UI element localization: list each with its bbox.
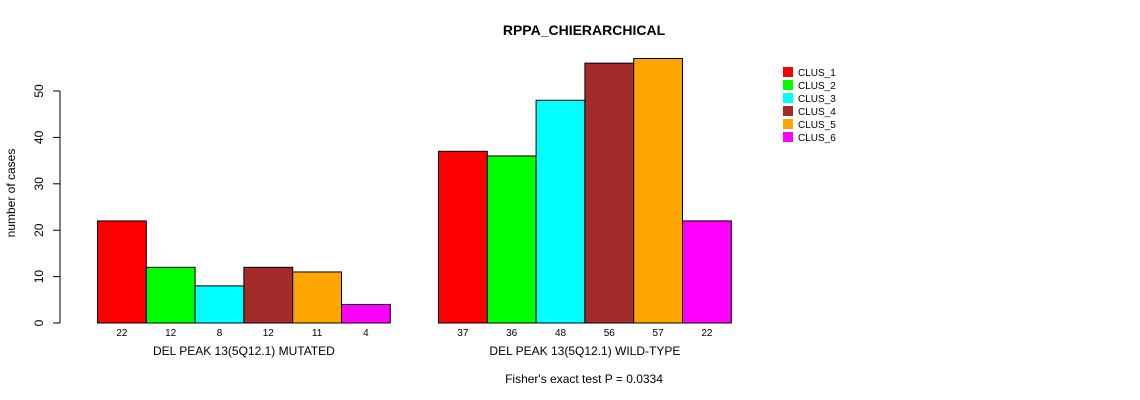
bars <box>97 58 732 324</box>
bar-clus-5 <box>292 271 343 324</box>
y-tick-label: 0 <box>32 319 46 326</box>
bar-clus-3 <box>194 285 245 324</box>
bar-clus-3 <box>535 99 586 324</box>
bar-count-label: 8 <box>217 328 223 339</box>
bar-clus-1 <box>438 150 488 324</box>
group-label: DEL PEAK 13(5Q12.1) WILD-TYPE <box>489 344 680 358</box>
bar-clus-2 <box>145 266 196 324</box>
legend-swatch <box>783 132 793 142</box>
legend-swatch <box>783 106 793 116</box>
legend-label: CLUS_2 <box>798 81 836 92</box>
legend-label: CLUS_4 <box>798 107 836 118</box>
legend: CLUS_1 CLUS_2 CLUS_3 CLUS_4 CLUS_5 CLUS_6 <box>783 67 836 144</box>
bar-count-label: 12 <box>263 328 275 339</box>
y-tick-label: 40 <box>32 130 46 144</box>
bar-clus-6 <box>682 220 732 324</box>
y-tick-label: 50 <box>32 84 46 98</box>
y-axis-label: number of cases <box>4 149 18 238</box>
y-tick-label: 10 <box>32 270 46 284</box>
bar-count-label: 11 <box>312 328 323 339</box>
bar-count-label: 22 <box>116 328 128 339</box>
legend-label: CLUS_5 <box>798 120 836 131</box>
bar-count-label: 57 <box>653 328 665 339</box>
bar-count-label: 22 <box>701 328 713 339</box>
bar-clus-5 <box>633 58 684 324</box>
group-label: DEL PEAK 13(5Q12.1) MUTATED <box>153 344 335 358</box>
bar-clus-6 <box>341 303 391 324</box>
y-tick-label: 30 <box>32 177 46 191</box>
y-tick-label: 20 <box>32 223 46 237</box>
legend-label: CLUS_3 <box>798 94 836 105</box>
bar-count-label: 36 <box>506 328 518 339</box>
bar-clus-4 <box>584 62 635 324</box>
legend-label: CLUS_6 <box>798 133 836 144</box>
bar-count-label: 48 <box>555 328 567 339</box>
legend-swatch <box>783 93 793 103</box>
bar-count-label: 4 <box>363 328 369 339</box>
bar-clus-4 <box>243 266 294 324</box>
legend-label: CLUS_1 <box>798 68 836 79</box>
legend-swatch <box>783 119 793 129</box>
group-labels: DEL PEAK 13(5Q12.1) MUTATED DEL PEAK 13(5… <box>153 344 680 358</box>
bar-count-label: 37 <box>457 328 469 339</box>
fisher-test-note: Fisher's exact test P = 0.0334 <box>505 372 663 386</box>
bar-count-label: 12 <box>165 328 177 339</box>
bar-clus-2 <box>486 155 537 324</box>
bar-clus-1 <box>97 220 147 324</box>
bar-count-label: 56 <box>604 328 616 339</box>
legend-swatch <box>783 80 793 90</box>
chart-title: RPPA_CHIERARCHICAL <box>503 22 666 38</box>
legend-swatch <box>783 67 793 77</box>
count-labels: 22 12 8 12 11 4 37 36 48 56 57 22 <box>116 328 713 339</box>
y-axis-ticks: 0 10 20 30 40 50 <box>32 84 60 326</box>
